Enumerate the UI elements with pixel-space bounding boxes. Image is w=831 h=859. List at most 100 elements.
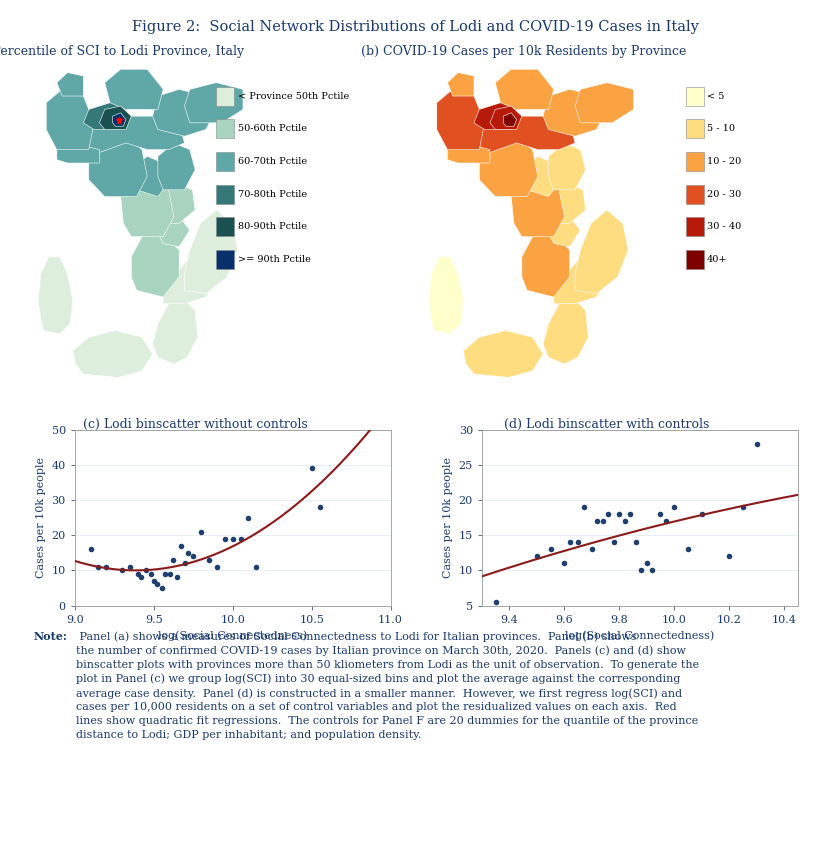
Polygon shape	[78, 116, 184, 156]
Point	[242, 510, 255, 524]
Polygon shape	[158, 143, 195, 190]
Text: 10 - 20: 10 - 20	[707, 157, 741, 166]
Polygon shape	[522, 234, 570, 297]
Text: < 5: < 5	[707, 92, 725, 101]
Polygon shape	[163, 237, 222, 304]
Point	[602, 507, 615, 521]
Polygon shape	[89, 137, 147, 197]
Polygon shape	[131, 234, 179, 297]
Text: Panel (a) shows a measures of Social Connectedness to Lodi for Italian provinces: Panel (a) shows a measures of Social Con…	[76, 631, 700, 740]
Polygon shape	[57, 72, 83, 96]
Point	[607, 535, 621, 549]
Point	[530, 550, 543, 564]
Polygon shape	[543, 297, 588, 364]
Point	[629, 535, 642, 549]
Point	[750, 436, 763, 450]
Polygon shape	[57, 143, 100, 163]
Point	[305, 461, 318, 475]
Point	[646, 564, 659, 577]
Point	[171, 570, 184, 584]
Text: >= 90th Pctile: >= 90th Pctile	[238, 255, 311, 264]
Point	[84, 542, 97, 556]
Text: (a) Percentile of SCI to Lodi Province, Italy: (a) Percentile of SCI to Lodi Province, …	[0, 45, 244, 58]
Point	[116, 564, 129, 577]
Point	[577, 500, 590, 514]
Text: 70-80th Pctile: 70-80th Pctile	[238, 190, 307, 198]
Text: 80-90th Pctile: 80-90th Pctile	[238, 222, 307, 231]
Point	[194, 525, 208, 539]
Polygon shape	[184, 210, 238, 294]
Polygon shape	[543, 183, 586, 223]
Text: 5 - 10: 5 - 10	[707, 125, 735, 133]
Point	[158, 567, 171, 581]
Polygon shape	[47, 89, 94, 149]
Point	[612, 507, 626, 521]
Point	[640, 557, 653, 570]
Point	[558, 557, 571, 570]
Polygon shape	[447, 143, 490, 163]
Text: 30 - 40: 30 - 40	[707, 222, 741, 231]
Polygon shape	[575, 82, 633, 123]
Point	[563, 535, 577, 549]
Point	[313, 500, 327, 514]
Polygon shape	[447, 72, 474, 96]
Point	[186, 550, 199, 564]
Point	[155, 581, 169, 594]
Point	[92, 560, 106, 574]
Text: (b) COVID-19 Cases per 10k Residents by Province: (b) COVID-19 Cases per 10k Residents by …	[361, 45, 686, 58]
Polygon shape	[511, 174, 564, 237]
Text: < Province 50th Pctile: < Province 50th Pctile	[238, 92, 349, 101]
Point	[591, 515, 604, 528]
X-axis label: log(Social Connectedness): log(Social Connectedness)	[158, 631, 307, 641]
Polygon shape	[495, 70, 553, 109]
Polygon shape	[464, 331, 543, 377]
Polygon shape	[575, 210, 628, 294]
Text: Figure 2:  Social Network Distributions of Lodi and COVID-19 Cases in Italy: Figure 2: Social Network Distributions o…	[132, 20, 699, 34]
Point	[163, 567, 176, 581]
Text: (d) Lodi binscatter with controls: (d) Lodi binscatter with controls	[504, 418, 710, 431]
Point	[166, 553, 179, 567]
Point	[144, 567, 157, 581]
Polygon shape	[429, 257, 464, 334]
Point	[596, 515, 609, 528]
Point	[218, 532, 231, 545]
Y-axis label: Cases per 10k people: Cases per 10k people	[443, 457, 453, 578]
X-axis label: log(Social Connectedness): log(Social Connectedness)	[565, 631, 715, 641]
Polygon shape	[120, 174, 174, 237]
Point	[179, 557, 192, 570]
Y-axis label: Cases per 10k people: Cases per 10k people	[36, 457, 46, 578]
Point	[489, 595, 503, 609]
Point	[147, 574, 160, 588]
Point	[585, 542, 598, 556]
Polygon shape	[474, 103, 517, 130]
Polygon shape	[153, 89, 216, 137]
Text: 40+: 40+	[707, 255, 728, 264]
Text: 50-60th Pctile: 50-60th Pctile	[238, 125, 307, 133]
Text: 20 - 30: 20 - 30	[707, 190, 741, 198]
Polygon shape	[158, 216, 189, 247]
Point	[654, 507, 667, 521]
Polygon shape	[131, 156, 169, 197]
Polygon shape	[522, 156, 559, 197]
Point	[174, 539, 187, 552]
Point	[722, 550, 735, 564]
Polygon shape	[153, 183, 195, 223]
Point	[150, 577, 164, 591]
Polygon shape	[38, 257, 73, 334]
Polygon shape	[153, 297, 198, 364]
Point	[635, 564, 648, 577]
Point	[226, 532, 239, 545]
Point	[124, 560, 137, 574]
Point	[695, 507, 708, 521]
Point	[210, 560, 224, 574]
Point	[202, 553, 215, 567]
Polygon shape	[83, 103, 126, 130]
Text: 60-70th Pctile: 60-70th Pctile	[238, 157, 307, 166]
Point	[182, 546, 195, 560]
Polygon shape	[479, 137, 538, 197]
Point	[659, 515, 672, 528]
Point	[135, 570, 148, 584]
Polygon shape	[548, 216, 580, 247]
Polygon shape	[504, 113, 517, 126]
Point	[234, 532, 248, 545]
